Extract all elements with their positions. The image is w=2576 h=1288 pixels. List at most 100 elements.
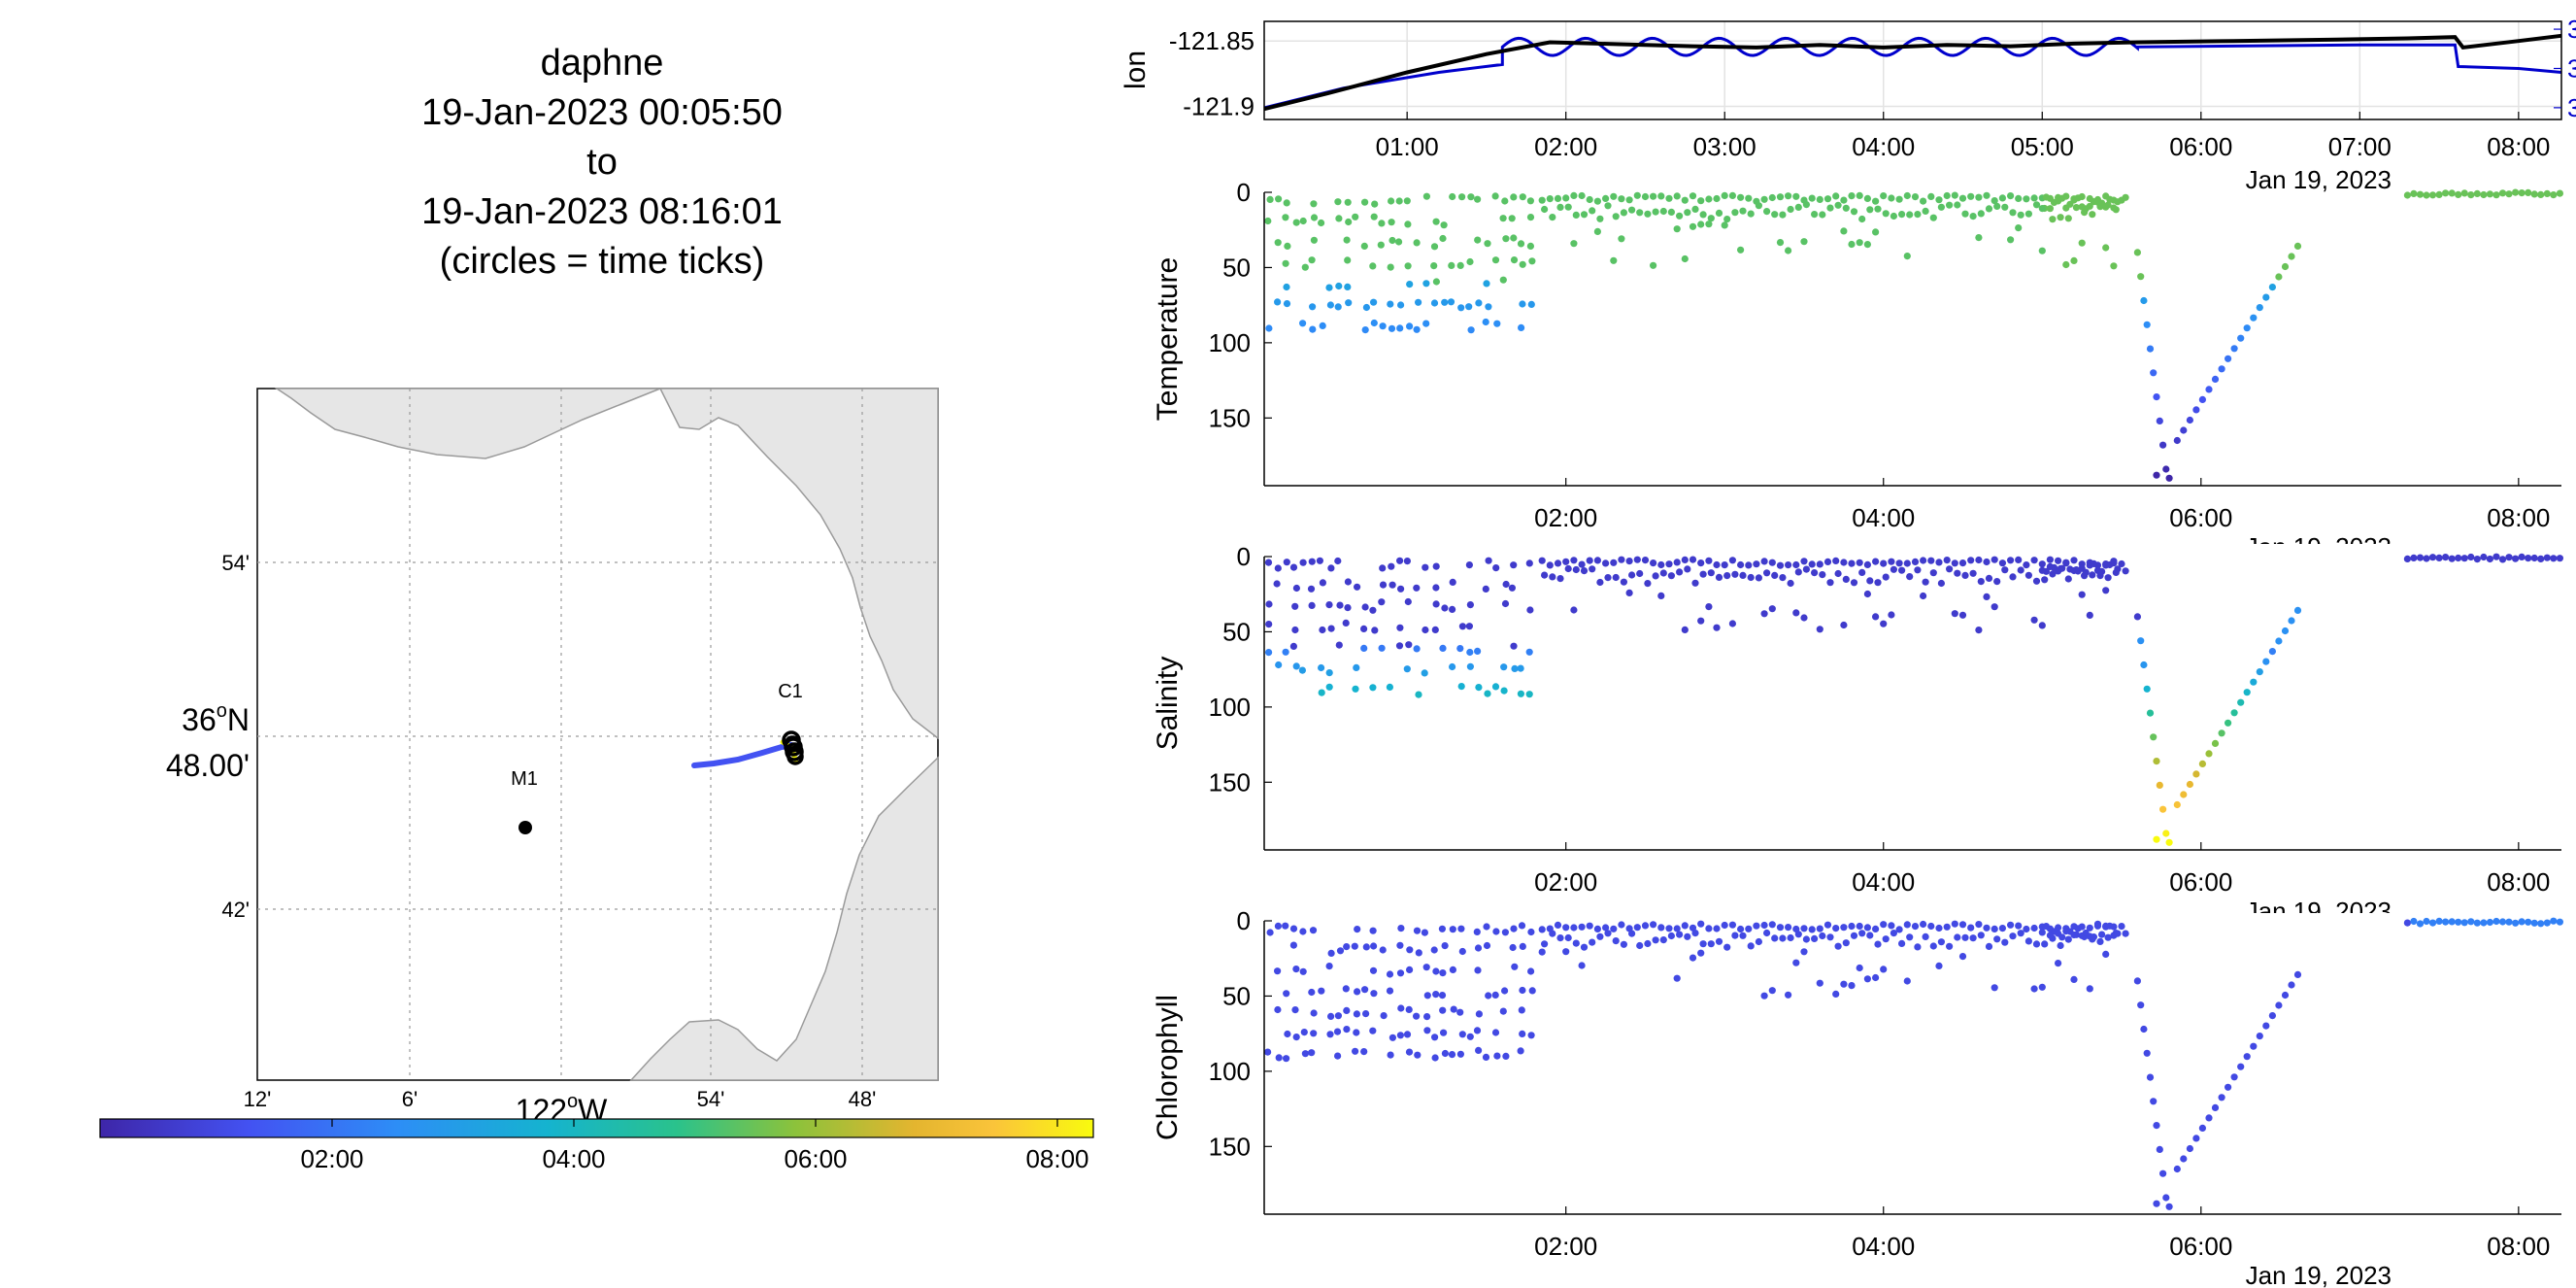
salinity-point — [2122, 567, 2129, 575]
temperature-point — [1292, 219, 1300, 226]
salinity-point — [1768, 605, 1776, 613]
salinity-point — [1906, 573, 1914, 581]
salinity-point — [1292, 662, 1300, 670]
chlorophyll-point — [2024, 937, 2032, 945]
salinity-point — [1570, 606, 1578, 614]
chlorophyll-point — [1406, 946, 1414, 954]
chlorophyll-point — [2153, 1200, 2160, 1207]
chlorophyll-point — [1785, 991, 1792, 999]
temperature-point — [1954, 201, 1961, 209]
salinity-point — [2410, 554, 2418, 561]
chlorophyll-point — [1802, 935, 1810, 943]
temperature-point — [2410, 189, 2418, 197]
salinity-point — [2118, 559, 2125, 568]
salinity-point — [1977, 578, 1985, 586]
temperature-point — [1344, 283, 1352, 290]
temperature-point — [1863, 194, 1871, 202]
chlorophyll-point — [1369, 966, 1378, 974]
temperature-point — [2024, 210, 2032, 218]
salinity-point — [1475, 684, 1483, 692]
chlorophyll-point — [1528, 987, 1536, 995]
chlorophyll-point — [2007, 921, 2015, 929]
salinity-point — [1404, 597, 1412, 606]
temperature-xtick-label: 02:00 — [1534, 503, 1597, 532]
salinity-point — [1657, 592, 1665, 599]
salinity-point — [1728, 557, 1736, 564]
chlorophyll-point — [1439, 969, 1447, 977]
position-ylabel: lon — [1120, 51, 1152, 89]
chlorophyll-ylabel: Chlorophyll — [1152, 995, 1184, 1140]
chlorophyll-point — [1961, 933, 1969, 941]
temperature-point — [1848, 240, 1856, 249]
chlorophyll-point — [1538, 926, 1546, 933]
salinity-point — [1888, 611, 1895, 619]
salinity-point — [1403, 665, 1411, 673]
chlorophyll-point — [1840, 980, 1848, 988]
temperature-point — [2486, 190, 2493, 198]
temperature-point — [1604, 202, 1612, 210]
chlorophyll-point — [1396, 1032, 1404, 1039]
salinity-point — [1354, 583, 1361, 591]
salinity-point — [1792, 609, 1800, 617]
salinity-point — [1618, 556, 1625, 563]
chlorophyll-point — [1954, 933, 1961, 941]
temperature-point — [1785, 192, 1792, 200]
chlorophyll-point — [1888, 922, 1895, 930]
temperature-point — [1713, 194, 1721, 203]
salinity-point — [2062, 559, 2070, 567]
temperature-point — [1310, 200, 1318, 208]
chlorophyll-point — [2162, 1194, 2170, 1202]
salinity-axes-area — [1264, 557, 2561, 850]
temperature-point — [1699, 211, 1707, 219]
temperature-point — [1882, 210, 1890, 218]
salinity-point — [1319, 579, 1326, 587]
temperature-point — [1961, 210, 1969, 218]
temperature-point — [1345, 218, 1353, 226]
temperature-point — [1589, 207, 1596, 215]
chlorophyll-point — [1406, 966, 1414, 973]
temperature-point — [1593, 197, 1601, 205]
chlorophyll-point — [1771, 934, 1779, 942]
chlorophyll-point — [1284, 1030, 1291, 1038]
salinity-point — [2556, 555, 2563, 562]
salinity-point — [1456, 645, 1464, 653]
salinity-point — [1415, 691, 1422, 698]
salinity-point — [2082, 568, 2090, 576]
chlorophyll-point — [2275, 1001, 2283, 1009]
chlorophyll-point — [1403, 1031, 1412, 1038]
salinity-point — [1578, 560, 1586, 568]
chlorophyll-point — [2156, 1145, 2163, 1153]
temperature-point — [1519, 260, 1526, 268]
temperature-point — [1650, 192, 1657, 200]
temperature-point — [1458, 193, 1466, 201]
salinity-point — [2467, 553, 2475, 561]
temperature-point — [2225, 355, 2232, 362]
temperature-point — [1406, 322, 1414, 330]
chlorophyll-point — [1874, 940, 1882, 948]
chlorophyll-point — [1866, 932, 1874, 939]
chlorophyll-point — [1264, 1048, 1272, 1056]
temperature-point — [1448, 261, 1455, 269]
position-xtick-label: 04:00 — [1852, 132, 1915, 161]
chlorophyll-point — [1386, 970, 1394, 978]
chlorophyll-point — [1840, 924, 1848, 932]
map-coastline-south — [629, 756, 939, 1081]
salinity-point — [2150, 733, 2158, 741]
salinity-point — [2416, 554, 2425, 561]
chlorophyll-point — [1432, 991, 1440, 999]
chlorophyll-point — [1697, 920, 1705, 928]
chlorophyll-point — [1937, 938, 1945, 946]
salinity-point — [1449, 605, 1456, 613]
salinity-point — [1325, 601, 1333, 609]
chlorophyll-point — [1785, 924, 1792, 932]
salinity-point — [1848, 559, 1856, 567]
salinity-point — [1636, 569, 1644, 578]
salinity-point — [1890, 565, 1897, 573]
salinity-point — [2110, 558, 2118, 565]
chlorophyll-point — [1906, 933, 1914, 941]
position-xtick-label: 08:00 — [2487, 132, 2550, 161]
salinity-point — [1422, 563, 1429, 571]
temperature-point — [1388, 197, 1395, 205]
chlorophyll-point — [1628, 930, 1636, 937]
salinity-point — [1983, 558, 1991, 566]
